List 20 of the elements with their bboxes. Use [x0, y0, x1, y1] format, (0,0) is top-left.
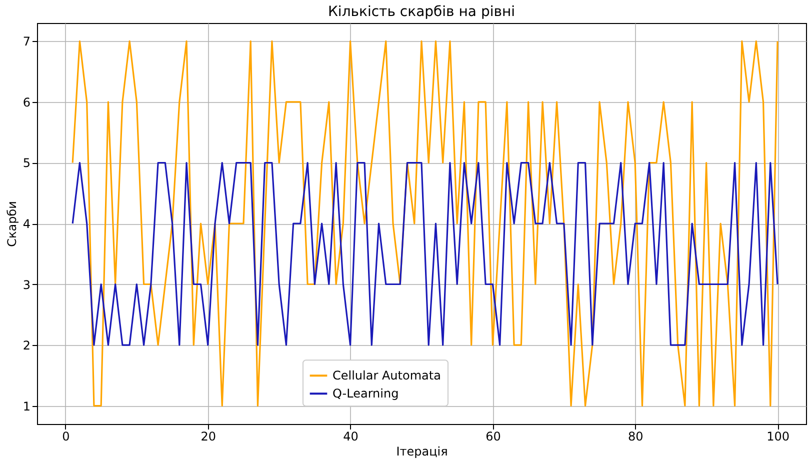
x-tick-label: 40 — [343, 430, 358, 444]
legend-label: Q-Learning — [332, 386, 399, 401]
x-tick-label: 0 — [62, 430, 70, 444]
legend-label: Cellular Automata — [332, 368, 441, 383]
y-axis-title: Скарби — [4, 201, 19, 247]
line-series — [72, 40, 778, 407]
x-tick-label: 60 — [486, 430, 501, 444]
y-tick-label: 2 — [22, 338, 30, 353]
y-tick-label: 5 — [22, 156, 30, 170]
y-tick-label: 7 — [22, 34, 30, 49]
x-tick-label: 80 — [628, 430, 644, 444]
y-tick-label: 6 — [22, 95, 30, 110]
y-tick-label: 4 — [22, 217, 30, 231]
x-tick-label: 100 — [766, 430, 790, 444]
chart-title: Кількість скарбів на рівні — [328, 4, 516, 20]
y-tick-label: 1 — [22, 399, 30, 414]
y-tick-label: 3 — [22, 278, 30, 292]
x-tick-label: 20 — [200, 430, 216, 444]
x-axis-title: Ітерація — [396, 444, 448, 458]
line-series — [72, 162, 778, 346]
